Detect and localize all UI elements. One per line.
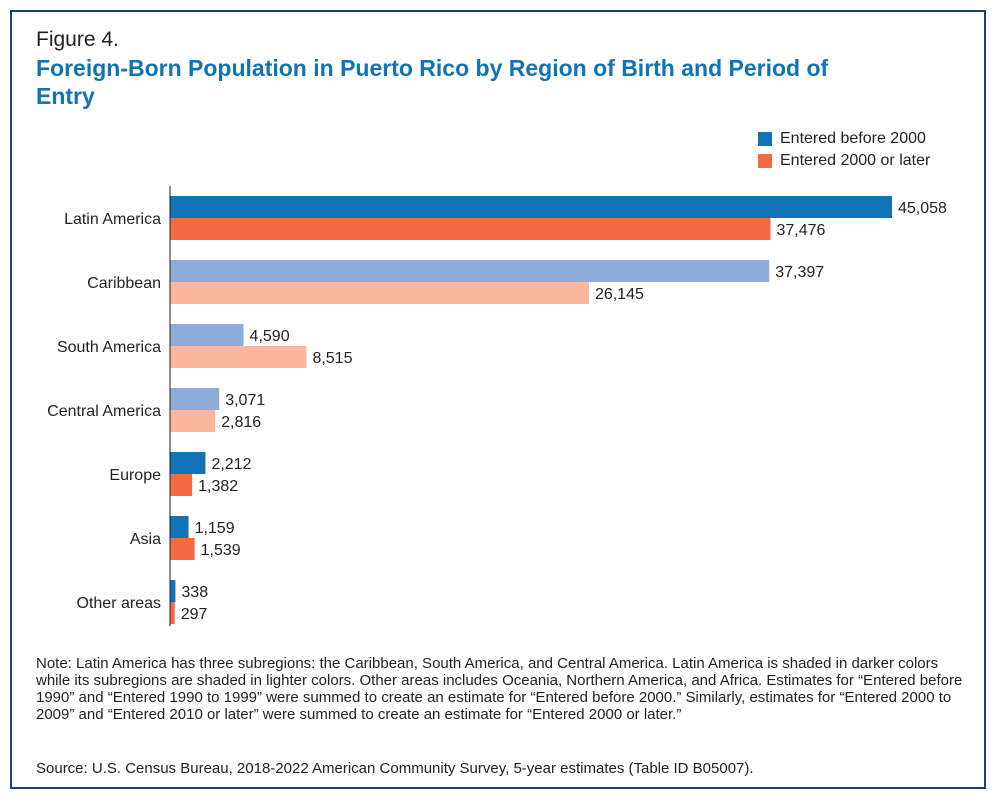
legend-label-before-2000: Entered before 2000 bbox=[780, 130, 926, 147]
category-label-south-america: South America bbox=[57, 339, 161, 356]
category-label-other-areas: Other areas bbox=[77, 595, 161, 612]
bar-europe-before-2000 bbox=[170, 452, 206, 474]
data-label-caribbean-before-2000: 37,397 bbox=[775, 264, 824, 281]
bar-south-america-2000-or-later bbox=[170, 346, 307, 368]
bar-asia-before-2000 bbox=[170, 516, 189, 538]
data-label-asia-before-2000: 1,159 bbox=[195, 520, 235, 537]
figure-label: Figure 4. bbox=[36, 28, 119, 51]
legend: Entered before 2000 Entered 2000 or late… bbox=[758, 128, 930, 172]
data-label-other-areas-2000-or-later: 297 bbox=[181, 606, 208, 623]
data-label-south-america-before-2000: 4,590 bbox=[250, 328, 290, 345]
data-label-south-america-2000-or-later: 8,515 bbox=[312, 350, 352, 367]
legend-item-before-2000: Entered before 2000 bbox=[758, 128, 930, 150]
bar-other-areas-2000-or-later bbox=[170, 602, 175, 624]
figure-frame bbox=[10, 10, 986, 789]
data-label-central-america-before-2000: 3,071 bbox=[225, 392, 265, 409]
bar-central-america-before-2000 bbox=[170, 388, 220, 410]
data-label-central-america-2000-or-later: 2,816 bbox=[221, 414, 261, 431]
bar-chart: Latin America 45,058 37,476 Caribbean 37,397… bbox=[47, 186, 947, 626]
category-label-europe: Europe bbox=[109, 467, 161, 484]
chart-note: Note: Latin America has three subregions… bbox=[36, 655, 963, 723]
legend-swatch-before-2000 bbox=[758, 132, 772, 146]
legend-swatch-2000-or-later bbox=[758, 154, 772, 168]
data-label-europe-before-2000: 2,212 bbox=[211, 456, 251, 473]
legend-label-2000-or-later: Entered 2000 or later bbox=[780, 152, 931, 169]
bar-caribbean-2000-or-later bbox=[170, 282, 589, 304]
category-label-caribbean: Caribbean bbox=[87, 275, 161, 292]
bar-asia-2000-or-later bbox=[170, 538, 195, 560]
bar-europe-2000-or-later bbox=[170, 474, 193, 496]
bar-south-america-before-2000 bbox=[170, 324, 244, 346]
bar-caribbean-before-2000 bbox=[170, 260, 770, 282]
data-label-asia-2000-or-later: 1,539 bbox=[201, 542, 241, 559]
data-label-other-areas-before-2000: 338 bbox=[181, 584, 208, 601]
bar-latin-america-before-2000 bbox=[170, 196, 892, 218]
data-label-latin-america-2000-or-later: 37,476 bbox=[777, 222, 826, 239]
data-label-caribbean-2000-or-later: 26,145 bbox=[595, 286, 644, 303]
bar-central-america-2000-or-later bbox=[170, 410, 216, 432]
legend-item-2000-or-later: Entered 2000 or later bbox=[758, 150, 930, 172]
data-label-latin-america-before-2000: 45,058 bbox=[898, 200, 947, 217]
chart-title: Foreign-Born Population in Puerto Rico b… bbox=[36, 55, 829, 109]
chart-source: Source: U.S. Census Bureau, 2018-2022 Am… bbox=[36, 760, 754, 777]
category-label-asia: Asia bbox=[130, 531, 161, 548]
category-label-central-america: Central America bbox=[47, 403, 161, 420]
bar-other-areas-before-2000 bbox=[170, 580, 176, 602]
bar-latin-america-2000-or-later bbox=[170, 218, 771, 240]
data-label-europe-2000-or-later: 1,382 bbox=[198, 478, 238, 495]
category-label-latin-america: Latin America bbox=[64, 211, 161, 228]
